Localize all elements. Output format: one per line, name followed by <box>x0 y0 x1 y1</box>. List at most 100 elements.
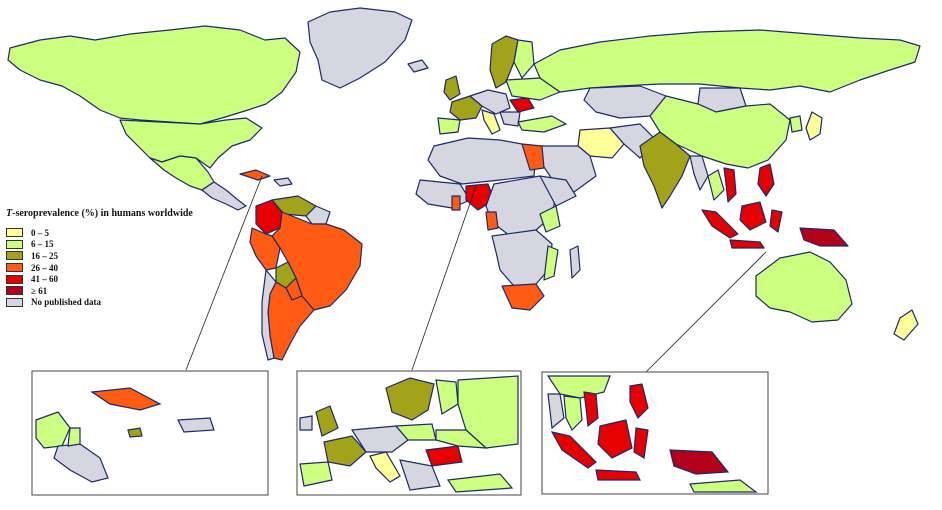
south-africa <box>501 283 545 311</box>
inset-central <box>350 425 409 453</box>
north-africa <box>427 137 537 185</box>
legend-swatch <box>6 297 23 307</box>
legend-title-rest: -seroprevalence (%) in humans worldwide <box>12 208 193 219</box>
kazakhstan <box>583 85 667 119</box>
legend-entry: 41 – 60 <box>6 273 246 285</box>
inset-central-america <box>53 443 109 483</box>
united-states <box>119 117 263 169</box>
balkans <box>499 111 521 127</box>
legend-entry: No published data <box>6 297 246 309</box>
united-kingdom <box>443 75 461 101</box>
inset-romania <box>425 445 463 467</box>
australia <box>755 251 853 323</box>
inset-australia <box>689 479 758 493</box>
iberia <box>437 117 461 135</box>
iceland <box>407 59 429 73</box>
inset-connectors <box>185 175 767 373</box>
legend-title-italic: T <box>6 208 13 219</box>
legend-label: No published data <box>31 297 102 308</box>
connector-europe <box>411 185 477 371</box>
borneo <box>739 201 767 231</box>
southern-africa <box>491 229 553 287</box>
legend-swatch <box>6 228 23 238</box>
inset-thailand <box>563 395 583 432</box>
inset-iberia <box>299 461 333 487</box>
japan <box>805 111 823 141</box>
turkey <box>517 115 567 133</box>
inset-hispaniola <box>177 417 215 433</box>
inset-java <box>595 469 641 481</box>
inset-caribbean <box>31 370 269 496</box>
hispaniola <box>273 177 293 187</box>
italy <box>481 109 501 135</box>
legend: T-seroprevalence (%) in humans worldwide… <box>6 208 246 308</box>
inset-southeast-asia <box>541 371 769 495</box>
myanmar <box>689 155 709 191</box>
central-america <box>201 181 247 211</box>
inset-scandinavia <box>385 377 435 421</box>
inset-ukraine <box>435 429 488 449</box>
inset-borneo <box>597 419 633 459</box>
madagascar <box>569 245 581 279</box>
world-countries <box>7 7 921 361</box>
connector-asia <box>645 251 767 373</box>
sumatra <box>701 209 739 239</box>
new-guinea <box>799 227 849 247</box>
inset-jamaica <box>127 427 143 438</box>
inset-belize <box>67 427 81 447</box>
legend-swatch <box>6 274 23 284</box>
inset-myanmar <box>547 393 565 430</box>
legend-label: 0 – 5 <box>31 227 49 238</box>
legend-entry: ≥ 61 <box>6 285 246 297</box>
cuba <box>239 169 271 181</box>
philippines <box>757 163 775 197</box>
ukraine <box>505 77 561 101</box>
inset-sumatra <box>550 431 597 469</box>
inset-philippines <box>629 383 649 420</box>
kenya <box>539 205 561 233</box>
legend-label: 16 – 25 <box>31 250 58 261</box>
ethiopia <box>539 175 577 207</box>
connector-caribbean <box>185 175 263 371</box>
inset-france <box>323 435 367 467</box>
finland <box>513 39 535 79</box>
sulawesi <box>769 209 783 233</box>
inset-europe <box>296 370 522 496</box>
legend-swatch <box>6 286 23 296</box>
india <box>639 131 691 209</box>
norway-sweden <box>489 35 519 89</box>
legend-label: 41 – 60 <box>31 274 58 285</box>
legend-swatch <box>6 251 23 261</box>
inset-sulawesi <box>633 427 649 459</box>
new-zealand <box>893 309 919 341</box>
guianas <box>305 205 331 225</box>
inset-italy <box>369 451 401 483</box>
russia <box>533 29 921 93</box>
legend-entry: 16 – 25 <box>6 250 246 262</box>
korea <box>789 115 803 133</box>
greenland <box>307 7 413 89</box>
legend-entry: 26 – 40 <box>6 262 246 274</box>
central-europe <box>469 89 511 115</box>
java <box>729 239 765 249</box>
vietnam <box>723 167 737 203</box>
inset-new-guinea <box>669 449 730 475</box>
legend-title: T-seroprevalence (%) in humans worldwide <box>6 208 246 219</box>
inset-ireland <box>299 415 313 431</box>
gabon-congo <box>485 211 499 231</box>
chile <box>261 269 277 361</box>
canada <box>7 25 301 125</box>
egypt <box>521 143 545 171</box>
legend-label: ≥ 61 <box>31 285 48 296</box>
legend-swatch <box>6 239 23 249</box>
romania <box>509 97 535 113</box>
inset-turkey <box>446 473 514 493</box>
legend-label: 26 – 40 <box>31 262 58 273</box>
inset-cuba <box>90 387 162 411</box>
legend-swatch <box>6 263 23 273</box>
inset-vietnam <box>583 391 599 428</box>
ghana <box>451 195 461 211</box>
inset-balkans <box>399 459 441 491</box>
legend-label: 6 – 15 <box>31 239 54 250</box>
